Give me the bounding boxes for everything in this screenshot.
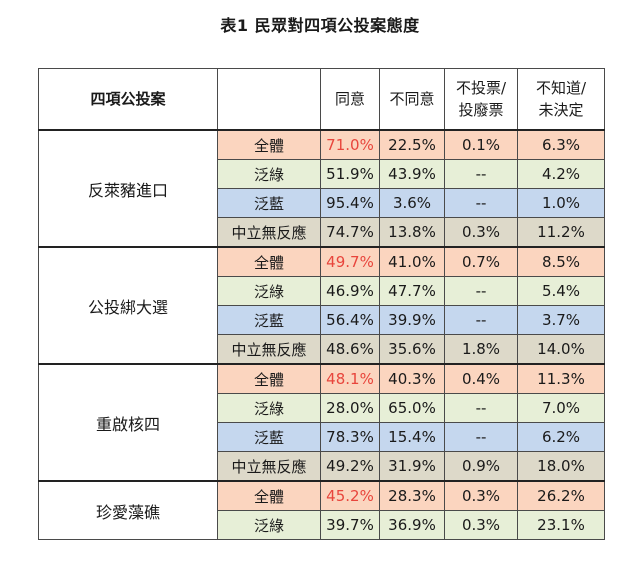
agree-value: 78.3% bbox=[320, 422, 380, 452]
unknown-value: 7.0% bbox=[517, 393, 605, 423]
table-row: 泛綠 51.9% 43.9% -- 4.2% bbox=[38, 159, 605, 189]
novote-value: -- bbox=[444, 276, 518, 306]
agree-value: 56.4% bbox=[320, 305, 380, 335]
disagree-value: 13.8% bbox=[379, 217, 445, 248]
agree-value: 49.2% bbox=[320, 451, 380, 482]
novote-value: -- bbox=[444, 393, 518, 423]
header-novote-line1: 不投票/ bbox=[455, 79, 507, 97]
unknown-value: 14.0% bbox=[517, 334, 605, 365]
novote-value: -- bbox=[444, 422, 518, 452]
group-cell-pan-green: 泛綠 bbox=[217, 276, 321, 306]
agree-value: 48.6% bbox=[320, 334, 380, 365]
group-cell-pan-green: 泛綠 bbox=[217, 393, 321, 423]
agree-value: 74.7% bbox=[320, 217, 380, 248]
header-unknown-line2: 未決定 bbox=[538, 101, 584, 119]
disagree-value: 65.0% bbox=[379, 393, 445, 423]
disagree-value: 47.7% bbox=[379, 276, 445, 306]
header-novote-line2: 投廢票 bbox=[458, 101, 504, 119]
group-cell-overall: 全體 bbox=[217, 480, 321, 511]
topic-cell: 反萊豬進口 bbox=[38, 129, 218, 248]
header-row: 四項公投案 同意 不同意 不投票/投廢票 不知道/未決定 bbox=[38, 68, 605, 131]
table-row: 珍愛藻礁 全體 45.2% 28.3% 0.3% 26.2% bbox=[38, 480, 605, 540]
agree-value: 48.1% bbox=[320, 363, 380, 394]
table-row: 泛藍 56.4% 39.9% -- 3.7% bbox=[38, 305, 605, 335]
table-row: 反萊豬進口 全體 71.0% 22.5% 0.1% 6.3% bbox=[38, 129, 605, 248]
novote-value: -- bbox=[444, 188, 518, 218]
novote-value: 0.9% bbox=[444, 451, 518, 482]
novote-value: 0.3% bbox=[444, 510, 518, 540]
group-cell-pan-blue: 泛藍 bbox=[217, 422, 321, 452]
novote-value: 1.8% bbox=[444, 334, 518, 365]
group-cell-neutral: 中立無反應 bbox=[217, 217, 321, 248]
group-cell-pan-green: 泛綠 bbox=[217, 510, 321, 540]
header-agree: 同意 bbox=[320, 68, 380, 131]
topic-cell: 珍愛藻礁 bbox=[38, 480, 218, 540]
group-cell-pan-blue: 泛藍 bbox=[217, 188, 321, 218]
group-cell-pan-green: 泛綠 bbox=[217, 159, 321, 189]
group-cell-overall: 全體 bbox=[217, 246, 321, 277]
table-title: 表1 民眾對四項公投案態度 bbox=[220, 16, 420, 35]
table-row: 泛綠 46.9% 47.7% -- 5.4% bbox=[38, 276, 605, 306]
group-cell-overall: 全體 bbox=[217, 129, 321, 160]
unknown-value: 3.7% bbox=[517, 305, 605, 335]
agree-value: 51.9% bbox=[320, 159, 380, 189]
table-row: 泛綠 28.0% 65.0% -- 7.0% bbox=[38, 393, 605, 423]
unknown-value: 11.2% bbox=[517, 217, 605, 248]
novote-value: -- bbox=[444, 305, 518, 335]
disagree-value: 22.5% bbox=[379, 129, 445, 160]
agree-value: 28.0% bbox=[320, 393, 380, 423]
unknown-value: 8.5% bbox=[517, 246, 605, 277]
unknown-value: 6.2% bbox=[517, 422, 605, 452]
unknown-value: 18.0% bbox=[517, 451, 605, 482]
disagree-value: 39.9% bbox=[379, 305, 445, 335]
table-row: 重啟核四 全體 48.1% 40.3% 0.4% 11.3% bbox=[38, 363, 605, 482]
unknown-value: 26.2% bbox=[517, 480, 605, 511]
unknown-value: 11.3% bbox=[517, 363, 605, 394]
agree-value: 49.7% bbox=[320, 246, 380, 277]
unknown-value: 6.3% bbox=[517, 129, 605, 160]
novote-value: 0.1% bbox=[444, 129, 518, 160]
agree-value: 45.2% bbox=[320, 480, 380, 511]
disagree-value: 15.4% bbox=[379, 422, 445, 452]
group-cell-pan-blue: 泛藍 bbox=[217, 305, 321, 335]
disagree-value: 35.6% bbox=[379, 334, 445, 365]
novote-value: 0.3% bbox=[444, 480, 518, 511]
survey-table: 四項公投案 同意 不同意 不投票/投廢票 不知道/未決定 反萊豬進口 全體 71.0… bbox=[38, 68, 605, 540]
agree-value: 71.0% bbox=[320, 129, 380, 160]
disagree-value: 31.9% bbox=[379, 451, 445, 482]
unknown-value: 4.2% bbox=[517, 159, 605, 189]
header-unknown: 不知道/未決定 bbox=[517, 68, 605, 131]
header-group bbox=[217, 68, 321, 131]
agree-value: 39.7% bbox=[320, 510, 380, 540]
novote-value: 0.3% bbox=[444, 217, 518, 248]
group-cell-neutral: 中立無反應 bbox=[217, 451, 321, 482]
disagree-value: 3.6% bbox=[379, 188, 445, 218]
unknown-value: 1.0% bbox=[517, 188, 605, 218]
agree-value: 46.9% bbox=[320, 276, 380, 306]
topic-cell: 公投綁大選 bbox=[38, 246, 218, 365]
topic-cell: 重啟核四 bbox=[38, 363, 218, 482]
group-cell-neutral: 中立無反應 bbox=[217, 334, 321, 365]
table-row: 公投綁大選 全體 49.7% 41.0% 0.7% 8.5% bbox=[38, 246, 605, 365]
header-disagree: 不同意 bbox=[379, 68, 445, 131]
header-topic: 四項公投案 bbox=[38, 68, 218, 131]
header-unknown-line1: 不知道/ bbox=[535, 79, 587, 97]
table-body: 反萊豬進口 全體 71.0% 22.5% 0.1% 6.3% 泛綠 51.9% 43.9% -- 4… bbox=[38, 129, 605, 540]
novote-value: 0.7% bbox=[444, 246, 518, 277]
novote-value: 0.4% bbox=[444, 363, 518, 394]
disagree-value: 43.9% bbox=[379, 159, 445, 189]
disagree-value: 36.9% bbox=[379, 510, 445, 540]
unknown-value: 23.1% bbox=[517, 510, 605, 540]
unknown-value: 5.4% bbox=[517, 276, 605, 306]
header-novote: 不投票/投廢票 bbox=[444, 68, 518, 131]
novote-value: -- bbox=[444, 159, 518, 189]
disagree-value: 28.3% bbox=[379, 480, 445, 511]
disagree-value: 41.0% bbox=[379, 246, 445, 277]
agree-value: 95.4% bbox=[320, 188, 380, 218]
group-cell-overall: 全體 bbox=[217, 363, 321, 394]
disagree-value: 40.3% bbox=[379, 363, 445, 394]
